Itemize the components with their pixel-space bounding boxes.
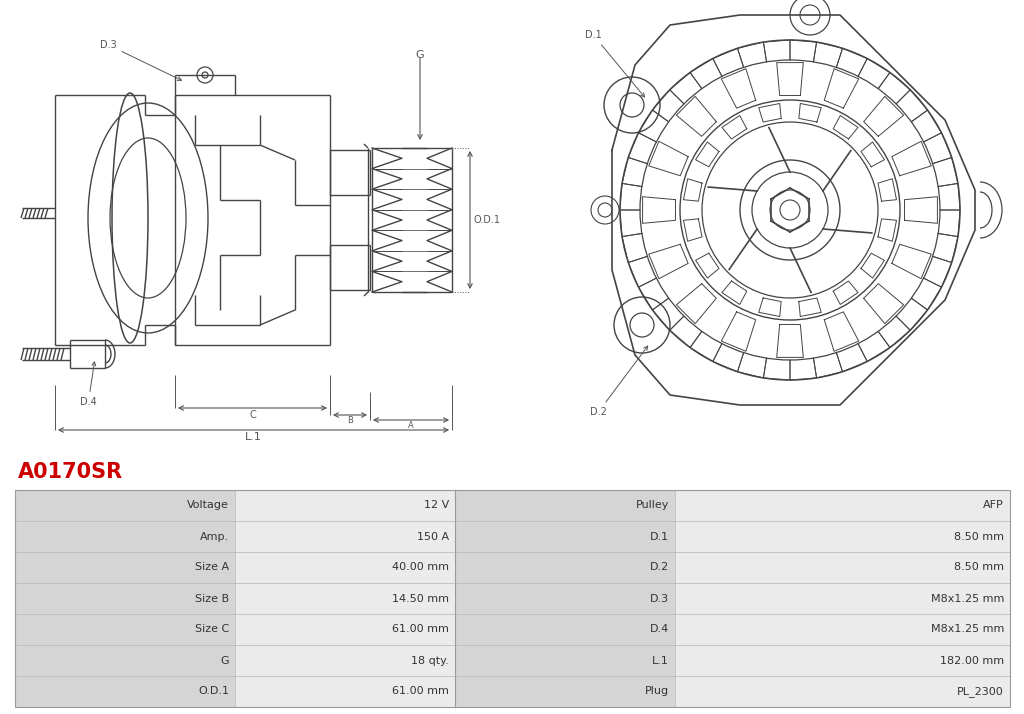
Text: D.4: D.4 <box>80 362 96 407</box>
Bar <box>675 676 1010 707</box>
Text: Size B: Size B <box>195 593 229 603</box>
Text: Pulley: Pulley <box>636 501 669 511</box>
Bar <box>675 552 1010 583</box>
Text: Size A: Size A <box>195 563 229 573</box>
Text: B: B <box>347 416 353 425</box>
Text: A0170SR: A0170SR <box>18 462 123 482</box>
Bar <box>234 645 455 676</box>
Bar <box>455 614 675 645</box>
Text: 14.50 mm: 14.50 mm <box>392 593 449 603</box>
Bar <box>15 490 234 521</box>
Bar <box>15 552 234 583</box>
Text: 8.50 mm: 8.50 mm <box>954 563 1004 573</box>
Bar <box>675 614 1010 645</box>
Bar <box>234 614 455 645</box>
Text: O.D.1: O.D.1 <box>473 215 500 225</box>
Text: C: C <box>249 410 256 420</box>
Text: 40.00 mm: 40.00 mm <box>392 563 449 573</box>
Bar <box>15 583 234 614</box>
Bar <box>234 583 455 614</box>
Text: 61.00 mm: 61.00 mm <box>392 625 449 635</box>
Text: Amp.: Amp. <box>200 531 229 541</box>
Text: D.4: D.4 <box>650 625 669 635</box>
Text: PL_2300: PL_2300 <box>957 686 1004 697</box>
Bar <box>234 490 455 521</box>
Text: L.1: L.1 <box>652 655 669 665</box>
Bar <box>675 490 1010 521</box>
Text: G: G <box>220 655 229 665</box>
Text: Voltage: Voltage <box>187 501 229 511</box>
Bar <box>15 614 234 645</box>
Bar <box>675 645 1010 676</box>
Bar <box>234 552 455 583</box>
Text: 150 A: 150 A <box>417 531 449 541</box>
Text: D.3: D.3 <box>650 593 669 603</box>
Text: M8x1.25 mm: M8x1.25 mm <box>931 593 1004 603</box>
Text: A: A <box>409 421 414 430</box>
Text: L.1: L.1 <box>245 432 262 442</box>
Bar <box>455 552 675 583</box>
Bar <box>15 521 234 552</box>
Text: Size C: Size C <box>195 625 229 635</box>
Text: 18 qty.: 18 qty. <box>412 655 449 665</box>
Bar <box>234 676 455 707</box>
Text: M8x1.25 mm: M8x1.25 mm <box>931 625 1004 635</box>
Bar <box>455 490 675 521</box>
Text: D.3: D.3 <box>100 40 181 81</box>
Text: O.D.1: O.D.1 <box>198 686 229 696</box>
Text: 12 V: 12 V <box>424 501 449 511</box>
Bar <box>455 645 675 676</box>
Bar <box>455 583 675 614</box>
Text: AFP: AFP <box>983 501 1004 511</box>
Text: 61.00 mm: 61.00 mm <box>392 686 449 696</box>
Bar <box>455 521 675 552</box>
Bar <box>455 676 675 707</box>
Bar <box>15 645 234 676</box>
Bar <box>234 521 455 552</box>
Text: D.2: D.2 <box>590 346 648 417</box>
Text: D.1: D.1 <box>585 30 644 97</box>
Text: Plug: Plug <box>645 686 669 696</box>
Bar <box>675 521 1010 552</box>
Text: D.1: D.1 <box>650 531 669 541</box>
Bar <box>15 676 234 707</box>
Text: 182.00 mm: 182.00 mm <box>940 655 1004 665</box>
Bar <box>675 583 1010 614</box>
Bar <box>15 490 1010 707</box>
Text: 8.50 mm: 8.50 mm <box>954 531 1004 541</box>
Text: D.2: D.2 <box>650 563 669 573</box>
Text: G: G <box>416 50 424 60</box>
